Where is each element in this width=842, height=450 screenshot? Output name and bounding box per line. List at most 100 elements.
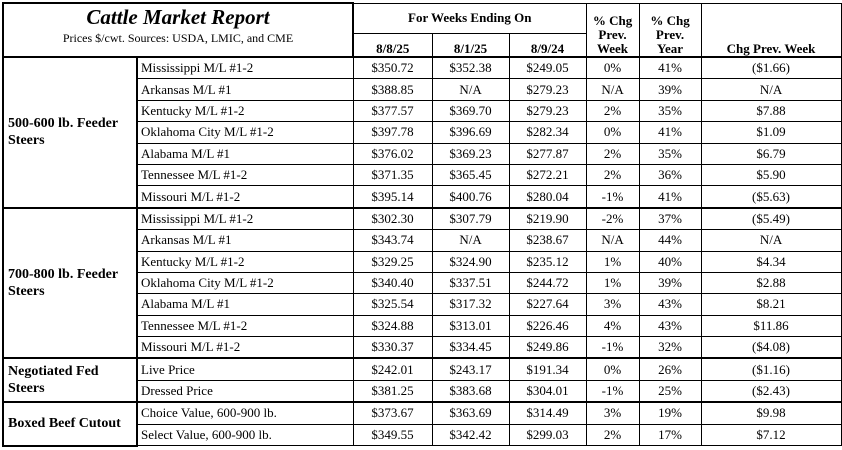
table-row: Kentucky M/L #1-2 $329.25 $324.90 $235.12 1%… [3, 250, 842, 273]
cell-value: 44% [638, 229, 702, 252]
group-label: Negotiated Fed Steers [2, 357, 138, 404]
cell-value: $307.79 [431, 206, 510, 231]
cell-value: -1% [585, 336, 640, 359]
row-name: Select Value, 600-900 lb. [136, 423, 354, 447]
cell-value: ($5.63) [700, 185, 842, 209]
row-name: Live Price [136, 357, 354, 381]
cell-value: $325.54 [352, 293, 433, 316]
cell-value: 26% [638, 357, 702, 381]
cell-value: $277.87 [508, 142, 587, 165]
cell-value: ($5.49) [700, 206, 842, 231]
cell-value: $6.79 [700, 142, 842, 165]
cell-value: $279.23 [508, 78, 587, 101]
table-row: Select Value, 600-900 lb. $349.55 $342.42 $… [3, 423, 842, 447]
cell-value: N/A [700, 229, 842, 252]
cell-value: $299.03 [508, 423, 587, 447]
cell-value: $371.35 [352, 163, 433, 187]
cell-value: 39% [638, 78, 702, 101]
group-label: 500-600 lb. Feeder Steers [2, 56, 138, 209]
cell-value: N/A [585, 78, 640, 101]
cell-value: N/A [585, 229, 640, 252]
table-row: Oklahoma City M/L #1-2 $397.78 $396.69 $282… [3, 121, 842, 144]
cell-value: 35% [638, 99, 702, 123]
cell-value: $334.45 [431, 336, 510, 359]
cell-value: $400.76 [431, 185, 510, 209]
row-name: Missouri M/L #1-2 [136, 185, 354, 209]
cell-value: $191.34 [508, 357, 587, 381]
group-label: Boxed Beef Cutout [2, 401, 138, 447]
cell-value: 2% [585, 99, 640, 123]
pct-week-header: % Chg Prev. Week [585, 2, 640, 58]
row-name: Alabama M/L #1 [136, 142, 354, 165]
cell-value: $324.88 [352, 314, 433, 338]
cell-value: $314.49 [508, 401, 587, 425]
date-header: 8/8/25 [352, 32, 433, 58]
cell-value: $388.85 [352, 78, 433, 101]
cell-value: 1% [585, 250, 640, 273]
cell-value: 17% [638, 423, 702, 447]
cell-value: $383.68 [431, 379, 510, 403]
cell-value: $376.02 [352, 142, 433, 165]
cell-value: $340.40 [352, 271, 433, 295]
cell-value: $282.34 [508, 121, 587, 144]
cell-value: $7.88 [700, 99, 842, 123]
cell-value: $249.86 [508, 336, 587, 359]
table-row: Boxed Beef Cutout Choice Value, 600-900 l… [2, 401, 842, 447]
row-name: Arkansas M/L #1 [136, 78, 354, 101]
cell-value: $349.55 [352, 423, 433, 447]
cell-value: $7.12 [700, 423, 842, 447]
subtitle: Prices $/cwt. Sources: USDA, LMIC, and C… [62, 31, 294, 45]
cell-value: $352.38 [431, 56, 510, 80]
cell-value: $219.90 [508, 206, 587, 231]
cell-value: $8.21 [700, 293, 842, 316]
cell-value: 3% [585, 293, 640, 316]
cell-value: $313.01 [431, 314, 510, 338]
cell-value: 39% [638, 271, 702, 295]
row-name: Tennessee M/L #1-2 [136, 163, 354, 187]
cell-value: $280.04 [508, 185, 587, 209]
cell-value: $279.23 [508, 99, 587, 123]
title: Cattle Market Report [86, 5, 270, 29]
cell-value: N/A [431, 229, 510, 252]
cell-value: $244.72 [508, 271, 587, 295]
cell-value: 1% [585, 271, 640, 295]
table-row: Tennessee M/L #1-2 $324.88 $313.01 $226.46 4… [3, 314, 842, 338]
cell-value: 41% [638, 121, 702, 144]
cell-value: $397.78 [352, 121, 433, 144]
cell-value: 32% [638, 336, 702, 359]
cell-value: $395.14 [352, 185, 433, 209]
cell-value: $337.51 [431, 271, 510, 295]
group-label: 700-800 lb. Feeder Steers [2, 206, 138, 360]
table-body: 500-600 lb. Feeder Steers Mississippi M/L… [2, 56, 842, 447]
cell-value: $324.90 [431, 250, 510, 273]
cell-value: ($1.66) [700, 56, 842, 80]
table-row: Dressed Price $381.25 $383.68 $304.01 -1% 25%… [3, 379, 842, 403]
cell-value: 43% [638, 314, 702, 338]
cell-value: $330.37 [352, 336, 433, 359]
cell-value: $242.01 [352, 357, 433, 381]
cell-value: $4.34 [700, 250, 842, 273]
cell-value: $249.05 [508, 56, 587, 80]
cell-value: 2% [585, 163, 640, 187]
cell-value: 43% [638, 293, 702, 316]
cell-value: 35% [638, 142, 702, 165]
row-name: Missouri M/L #1-2 [136, 336, 354, 359]
date-header: 8/1/25 [431, 32, 510, 58]
cell-value: 2% [585, 142, 640, 165]
cell-value: $243.17 [431, 357, 510, 381]
cell-value: $343.74 [352, 229, 433, 252]
cell-value: $396.69 [431, 121, 510, 144]
cell-value: $5.90 [700, 163, 842, 187]
table-row: Arkansas M/L #1 $343.74 N/A $238.67 N/A 44% N/… [3, 229, 842, 252]
row-name: Arkansas M/L #1 [136, 229, 354, 252]
title-cell: Cattle Market Report Prices $/cwt. Sourc… [1, 2, 355, 58]
cell-value: 40% [638, 250, 702, 273]
cell-value: $350.72 [352, 56, 433, 80]
cell-value: $329.25 [352, 250, 433, 273]
cell-value: -1% [585, 379, 640, 403]
chg-week-header: Chg Prev. Week [700, 2, 842, 58]
cell-value: $342.42 [431, 423, 510, 447]
table-row: Missouri M/L #1-2 $330.37 $334.45 $249.86 -1… [3, 336, 842, 359]
weeks-label: For Weeks Ending On [352, 2, 587, 34]
table-row: Tennessee M/L #1-2 $371.35 $365.45 $272.21 2… [3, 163, 842, 187]
